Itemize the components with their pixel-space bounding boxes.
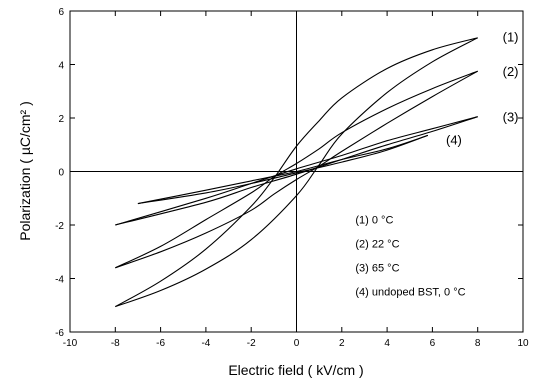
y-tick-label: -2 <box>55 221 64 232</box>
x-tick-label: 2 <box>339 338 345 349</box>
x-tick-label: -2 <box>247 338 256 349</box>
legend: (1) 0 °C (2) 22 °C (3) 65 °C (4) undoped BS… <box>355 215 465 299</box>
x-tick-label: 8 <box>475 338 481 349</box>
x-tick-label: 6 <box>430 338 436 349</box>
curve-label-2: (2) <box>503 64 519 79</box>
y-tick-label: 6 <box>58 7 64 18</box>
axis-ticks: -10 -8 -6 -4 -2 0 2 4 6 8 10 -6 -4 -2 0 2 4 6 <box>55 7 529 349</box>
series-1-lower-branch <box>115 37 478 308</box>
y-axis-title: Polarization ( µC/cm² ) <box>17 101 33 241</box>
series-1-upper-branch <box>115 37 478 308</box>
x-tick-label: 0 <box>294 338 300 349</box>
legend-entry-4: (4) undoped BST, 0 °C <box>355 287 465 299</box>
y-tick-label: 0 <box>58 168 64 179</box>
x-tick-label: 10 <box>517 338 529 349</box>
y-tick-label: 4 <box>58 61 64 72</box>
series-2-lower-branch <box>115 70 478 269</box>
series-4-lower-branch <box>137 134 429 205</box>
curve-labels: (1) (2) (3) (4) <box>446 29 519 147</box>
y-tick-label: -6 <box>55 328 64 339</box>
x-tick-label: -8 <box>111 338 120 349</box>
x-tick-label: -10 <box>63 338 78 349</box>
curve-label-1: (1) <box>503 29 519 44</box>
y-tick-label: -4 <box>55 275 64 286</box>
x-axis-title: Electric field ( kV/cm ) <box>228 362 363 378</box>
legend-entry-1: (1) 0 °C <box>355 215 393 227</box>
series-4-upper-branch <box>137 134 429 205</box>
y-tick-label: 2 <box>58 114 64 125</box>
x-tick-label: -6 <box>156 338 165 349</box>
legend-entry-3: (3) 65 °C <box>355 263 399 275</box>
series-3-upper-branch <box>115 116 478 226</box>
series-2-upper-branch <box>115 70 478 269</box>
x-tick-label: -4 <box>201 338 210 349</box>
legend-entry-2: (2) 22 °C <box>355 239 399 251</box>
curves <box>115 37 478 308</box>
curve-label-4: (4) <box>446 132 462 147</box>
curve-label-3: (3) <box>503 110 519 125</box>
x-tick-label: 4 <box>384 338 390 349</box>
